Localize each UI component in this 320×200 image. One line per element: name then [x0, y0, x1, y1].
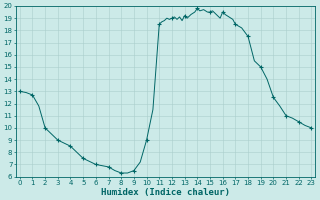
X-axis label: Humidex (Indice chaleur): Humidex (Indice chaleur)	[101, 188, 230, 197]
